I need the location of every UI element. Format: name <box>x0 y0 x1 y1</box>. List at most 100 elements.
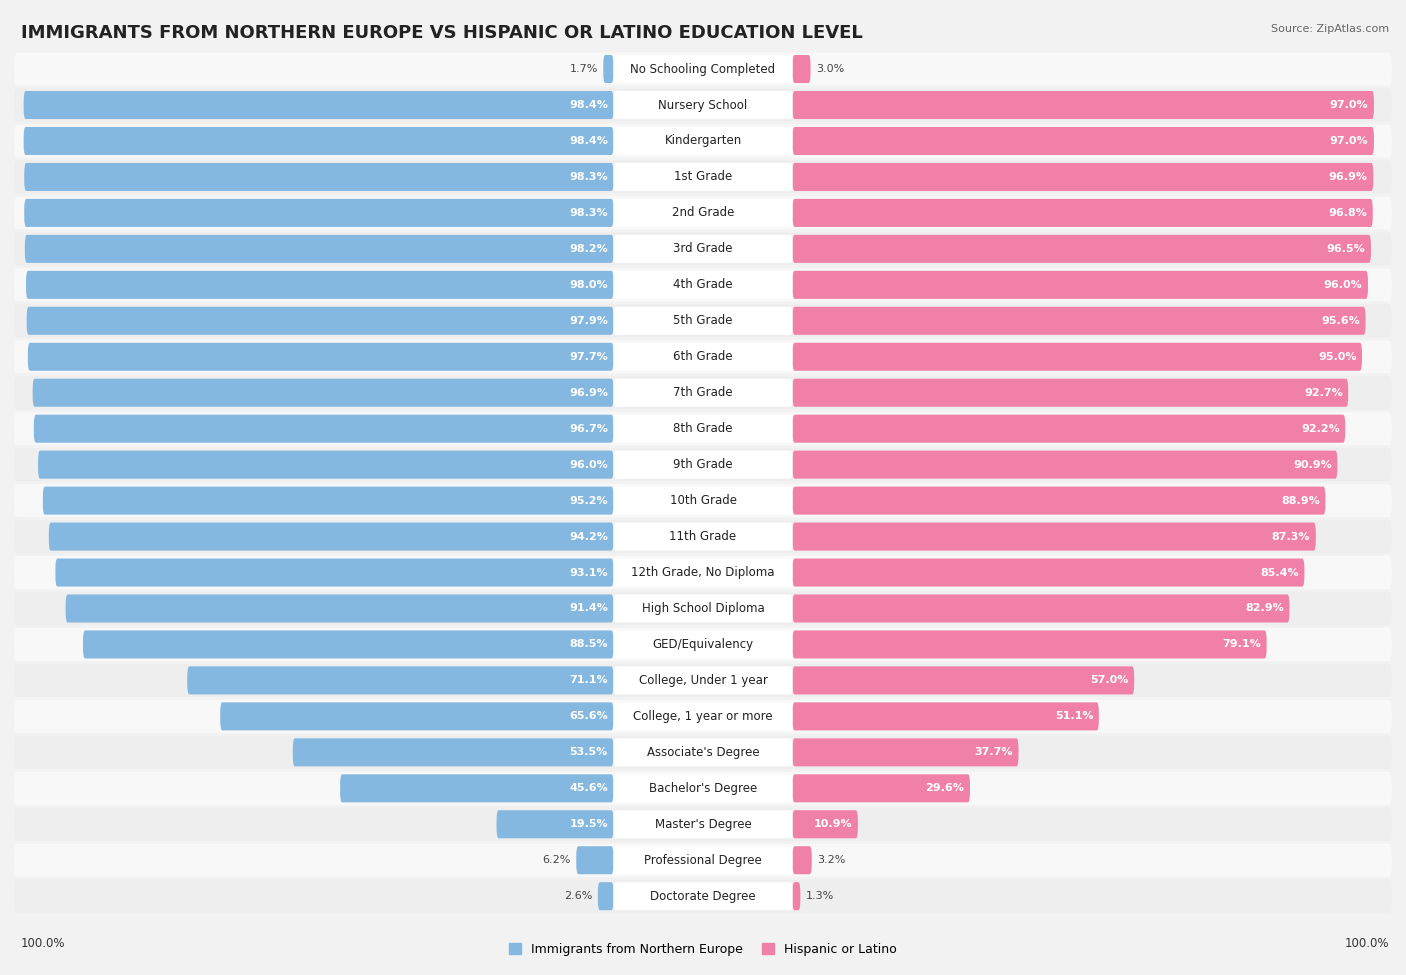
Text: 96.5%: 96.5% <box>1327 244 1365 254</box>
Text: 45.6%: 45.6% <box>569 783 607 794</box>
FancyBboxPatch shape <box>24 163 613 191</box>
Text: 9th Grade: 9th Grade <box>673 458 733 471</box>
FancyBboxPatch shape <box>613 882 793 911</box>
Text: 96.9%: 96.9% <box>569 388 607 398</box>
FancyBboxPatch shape <box>793 91 1374 119</box>
FancyBboxPatch shape <box>603 55 613 83</box>
FancyBboxPatch shape <box>187 666 613 694</box>
FancyBboxPatch shape <box>496 810 613 838</box>
FancyBboxPatch shape <box>613 595 793 622</box>
Text: 29.6%: 29.6% <box>925 783 965 794</box>
FancyBboxPatch shape <box>14 520 1392 553</box>
FancyBboxPatch shape <box>14 700 1392 733</box>
Text: 96.7%: 96.7% <box>569 424 607 434</box>
FancyBboxPatch shape <box>14 772 1392 804</box>
Text: 79.1%: 79.1% <box>1222 640 1261 649</box>
Text: 98.4%: 98.4% <box>569 100 607 110</box>
FancyBboxPatch shape <box>14 484 1392 517</box>
Text: 92.7%: 92.7% <box>1303 388 1343 398</box>
Legend: Immigrants from Northern Europe, Hispanic or Latino: Immigrants from Northern Europe, Hispani… <box>503 938 903 961</box>
Text: 10th Grade: 10th Grade <box>669 494 737 507</box>
Text: Source: ZipAtlas.com: Source: ZipAtlas.com <box>1271 24 1389 34</box>
FancyBboxPatch shape <box>613 127 793 155</box>
Text: Master's Degree: Master's Degree <box>655 818 751 831</box>
FancyBboxPatch shape <box>14 664 1392 697</box>
Text: 100.0%: 100.0% <box>21 937 66 951</box>
Text: 3rd Grade: 3rd Grade <box>673 243 733 255</box>
Text: 71.1%: 71.1% <box>569 676 607 685</box>
FancyBboxPatch shape <box>793 559 1305 587</box>
Text: 95.0%: 95.0% <box>1317 352 1357 362</box>
FancyBboxPatch shape <box>55 559 613 587</box>
Text: 37.7%: 37.7% <box>974 748 1012 758</box>
FancyBboxPatch shape <box>793 738 1018 766</box>
Text: GED/Equivalency: GED/Equivalency <box>652 638 754 651</box>
Text: 4th Grade: 4th Grade <box>673 278 733 292</box>
FancyBboxPatch shape <box>14 340 1392 373</box>
Text: 96.9%: 96.9% <box>1329 172 1368 182</box>
FancyBboxPatch shape <box>793 666 1135 694</box>
FancyBboxPatch shape <box>613 810 793 838</box>
Text: 91.4%: 91.4% <box>569 604 607 613</box>
Text: 12th Grade, No Diploma: 12th Grade, No Diploma <box>631 566 775 579</box>
FancyBboxPatch shape <box>14 89 1392 122</box>
FancyBboxPatch shape <box>14 268 1392 301</box>
FancyBboxPatch shape <box>613 774 793 802</box>
FancyBboxPatch shape <box>793 882 800 911</box>
Text: 1.3%: 1.3% <box>806 891 834 901</box>
Text: 94.2%: 94.2% <box>569 531 607 541</box>
Text: 95.2%: 95.2% <box>569 495 607 506</box>
FancyBboxPatch shape <box>32 378 613 407</box>
FancyBboxPatch shape <box>25 235 613 263</box>
Text: 85.4%: 85.4% <box>1260 567 1299 577</box>
FancyBboxPatch shape <box>14 53 1392 86</box>
FancyBboxPatch shape <box>14 448 1392 482</box>
FancyBboxPatch shape <box>613 271 793 299</box>
FancyBboxPatch shape <box>49 523 613 551</box>
FancyBboxPatch shape <box>14 232 1392 265</box>
FancyBboxPatch shape <box>613 666 793 694</box>
Text: 57.0%: 57.0% <box>1090 676 1129 685</box>
FancyBboxPatch shape <box>34 414 613 443</box>
Text: 96.0%: 96.0% <box>569 459 607 470</box>
FancyBboxPatch shape <box>793 702 1099 730</box>
Text: 88.9%: 88.9% <box>1281 495 1320 506</box>
Text: 98.4%: 98.4% <box>569 136 607 146</box>
FancyBboxPatch shape <box>27 307 613 334</box>
Text: 5th Grade: 5th Grade <box>673 314 733 328</box>
FancyBboxPatch shape <box>793 55 810 83</box>
FancyBboxPatch shape <box>613 163 793 191</box>
Text: Associate's Degree: Associate's Degree <box>647 746 759 759</box>
FancyBboxPatch shape <box>14 628 1392 661</box>
FancyBboxPatch shape <box>613 702 793 730</box>
Text: No Schooling Completed: No Schooling Completed <box>630 62 776 75</box>
FancyBboxPatch shape <box>14 376 1392 410</box>
Text: High School Diploma: High School Diploma <box>641 602 765 615</box>
FancyBboxPatch shape <box>613 199 793 227</box>
Text: 7th Grade: 7th Grade <box>673 386 733 399</box>
Text: 96.0%: 96.0% <box>1323 280 1362 290</box>
FancyBboxPatch shape <box>14 807 1392 840</box>
Text: Bachelor's Degree: Bachelor's Degree <box>650 782 756 795</box>
FancyBboxPatch shape <box>14 843 1392 877</box>
Text: 98.0%: 98.0% <box>569 280 607 290</box>
FancyBboxPatch shape <box>27 271 613 299</box>
FancyBboxPatch shape <box>793 199 1372 227</box>
Text: 98.2%: 98.2% <box>569 244 607 254</box>
Text: 10.9%: 10.9% <box>814 819 852 830</box>
FancyBboxPatch shape <box>576 846 613 875</box>
FancyBboxPatch shape <box>793 487 1326 515</box>
Text: Doctorate Degree: Doctorate Degree <box>650 890 756 903</box>
FancyBboxPatch shape <box>613 523 793 551</box>
FancyBboxPatch shape <box>793 810 858 838</box>
FancyBboxPatch shape <box>613 307 793 334</box>
FancyBboxPatch shape <box>613 738 793 766</box>
FancyBboxPatch shape <box>292 738 613 766</box>
Text: 95.6%: 95.6% <box>1322 316 1360 326</box>
Text: 90.9%: 90.9% <box>1294 459 1331 470</box>
Text: 11th Grade: 11th Grade <box>669 530 737 543</box>
Text: 87.3%: 87.3% <box>1272 531 1310 541</box>
Text: 51.1%: 51.1% <box>1054 712 1094 722</box>
FancyBboxPatch shape <box>14 879 1392 913</box>
FancyBboxPatch shape <box>28 343 613 370</box>
